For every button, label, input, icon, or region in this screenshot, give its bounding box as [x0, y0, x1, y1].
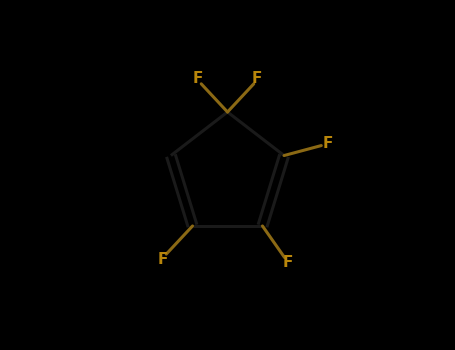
- Text: F: F: [192, 71, 203, 86]
- Text: F: F: [157, 252, 168, 267]
- Text: F: F: [323, 136, 333, 151]
- Text: F: F: [283, 255, 293, 270]
- Text: F: F: [252, 71, 263, 86]
